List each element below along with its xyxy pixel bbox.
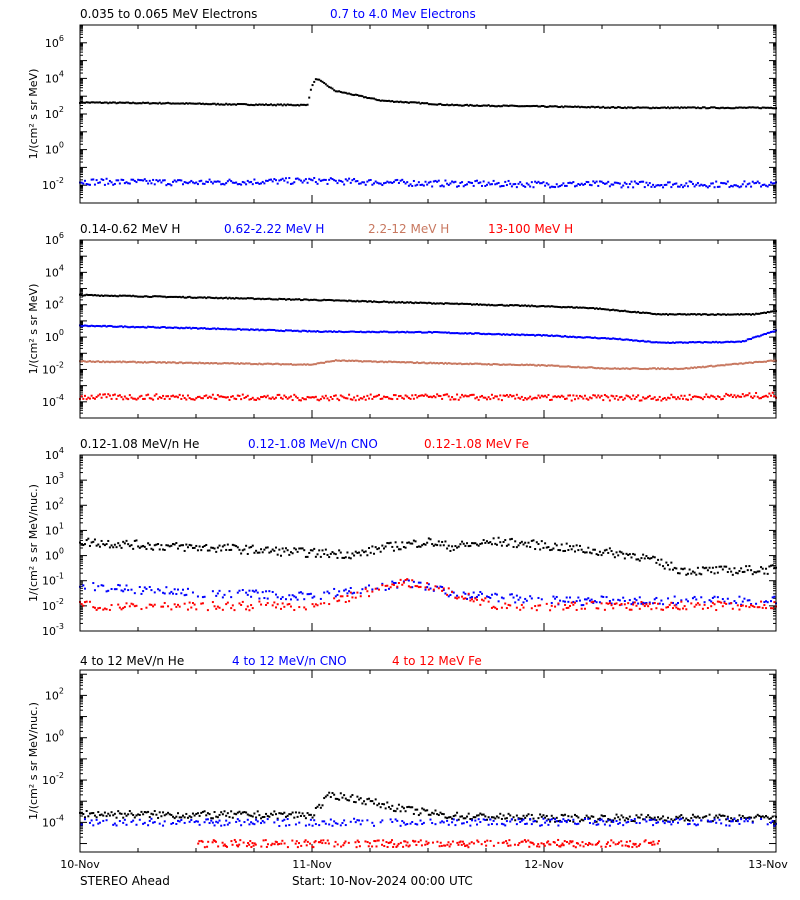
y-tick-label-3_2: 102 bbox=[45, 496, 64, 512]
legend-entry-2-1: 0.14-0.62 MeV H bbox=[80, 222, 180, 236]
y-tick-label-4_-2: 10-2 bbox=[42, 771, 64, 787]
series-4-3 bbox=[197, 838, 660, 849]
panel-frame-1 bbox=[79, 24, 777, 204]
y-tick-label-2_0: 100 bbox=[45, 328, 64, 344]
y-tick-label-3_-3: 10-3 bbox=[42, 622, 64, 638]
series-1-1 bbox=[79, 78, 777, 110]
series-3-3 bbox=[79, 578, 777, 612]
y-tick-label-2_6: 106 bbox=[45, 231, 64, 247]
y-tick-label-3_1: 101 bbox=[45, 521, 64, 537]
panel-4: 4 to 12 MeV/n He 4 to 12 MeV/n CNO 4 to 12… bbox=[27, 654, 777, 853]
x-tick-label-4: 13-Nov bbox=[748, 858, 788, 871]
y-axis-label-3: 1/(cm² s sr MeV/nuc.) bbox=[27, 484, 40, 602]
y-tick-label-1_2: 102 bbox=[45, 105, 64, 121]
series-3-1 bbox=[79, 536, 777, 576]
panel-2: 0.14-0.62 MeV H 0.62-2.22 MeV H 2.2-12 MeV… bbox=[27, 222, 777, 419]
y-tick-label-3_0: 100 bbox=[45, 547, 64, 563]
y-axis-label-2: 1/(cm² s sr MeV) bbox=[27, 284, 40, 375]
legend-entry-1-2: 0.7 to 4.0 Mev Electrons bbox=[330, 7, 476, 21]
y-axis-label-1: 1/(cm² s sr MeV) bbox=[27, 69, 40, 160]
series-4-2 bbox=[80, 817, 777, 828]
x-tick-label-2: 11-Nov bbox=[292, 858, 332, 871]
legend-entry-1-1: 0.035 to 0.065 MeV Electrons bbox=[80, 7, 257, 21]
series-3-2 bbox=[79, 578, 777, 607]
legend-entry-3-3: 0.12-1.08 MeV Fe bbox=[424, 437, 529, 451]
y-tick-label-3_-1: 10-1 bbox=[42, 572, 64, 588]
y-tick-label-3_3: 103 bbox=[45, 471, 64, 487]
y-tick-label-4_2: 102 bbox=[45, 686, 64, 702]
footer-start: Start: 10-Nov-2024 00:00 UTC bbox=[292, 874, 473, 888]
y-tick-label-4_0: 100 bbox=[45, 729, 64, 745]
y-tick-label-3_4: 104 bbox=[45, 446, 64, 462]
y-tick-label-2_-4: 10-4 bbox=[42, 393, 64, 409]
series-4-1 bbox=[79, 791, 777, 823]
series-2-4 bbox=[79, 391, 777, 402]
legend-entry-4-1: 4 to 12 MeV/n He bbox=[80, 654, 184, 668]
series-1-2 bbox=[79, 176, 777, 189]
x-tick-label-3: 12-Nov bbox=[524, 858, 564, 871]
y-tick-label-1_6: 106 bbox=[45, 34, 64, 50]
y-tick-label-4_-4: 10-4 bbox=[42, 813, 64, 829]
y-tick-label-2_-2: 10-2 bbox=[42, 360, 64, 376]
y-tick-label-1_-2: 10-2 bbox=[42, 176, 64, 192]
panel-frame-3 bbox=[79, 454, 777, 632]
y-tick-label-3_-2: 10-2 bbox=[42, 597, 64, 613]
footer-mission: STEREO Ahead bbox=[80, 874, 170, 888]
legend-entry-3-1: 0.12-1.08 MeV/n He bbox=[80, 437, 199, 451]
x-tick-label-1: 10-Nov bbox=[60, 858, 100, 871]
y-tick-label-1_4: 104 bbox=[45, 69, 64, 85]
series-2-3 bbox=[79, 359, 777, 371]
legend-entry-2-4: 13-100 MeV H bbox=[488, 222, 573, 236]
legend-entry-4-2: 4 to 12 MeV/n CNO bbox=[232, 654, 347, 668]
legend-entry-3-2: 0.12-1.08 MeV/n CNO bbox=[248, 437, 378, 451]
y-tick-label-1_0: 100 bbox=[45, 141, 64, 157]
y-tick-label-2_2: 102 bbox=[45, 296, 64, 312]
y-tick-label-2_4: 104 bbox=[45, 263, 64, 279]
legend-entry-4-3: 4 to 12 MeV Fe bbox=[392, 654, 482, 668]
panel-1: 0.035 to 0.065 MeV Electrons 0.7 to 4.0 M… bbox=[27, 7, 777, 204]
y-axis-label-4: 1/(cm² s sr MeV/nuc.) bbox=[27, 702, 40, 820]
legend-entry-2-2: 0.62-2.22 MeV H bbox=[224, 222, 324, 236]
series-2-1 bbox=[79, 293, 777, 316]
panel-frame-2 bbox=[79, 239, 777, 419]
panel-frame-4 bbox=[79, 669, 777, 853]
panel-3: 0.12-1.08 MeV/n He 0.12-1.08 MeV/n CNO 0.1… bbox=[27, 437, 777, 638]
series-2-2 bbox=[79, 324, 777, 344]
legend-entry-2-3: 2.2-12 MeV H bbox=[368, 222, 449, 236]
